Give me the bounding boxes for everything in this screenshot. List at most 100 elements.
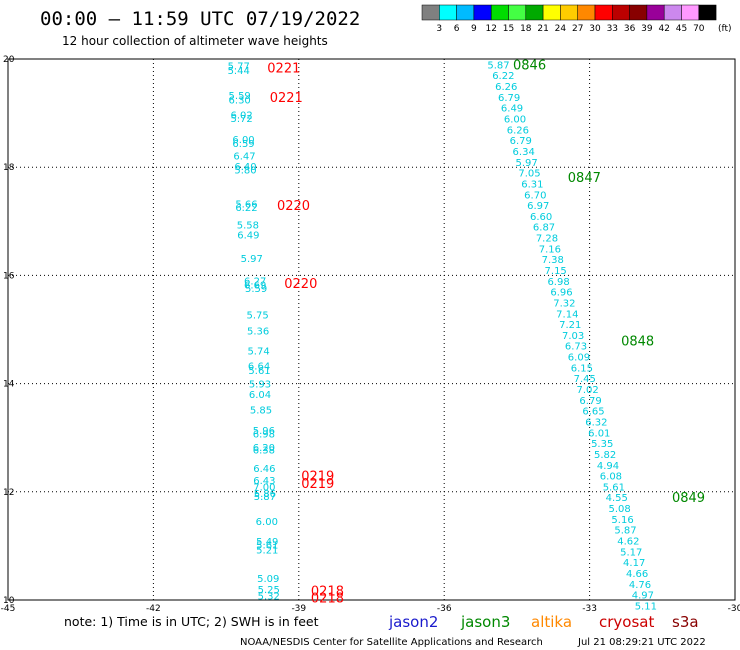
y-tick-label: 18 — [3, 163, 15, 173]
legend-tick-label: 42 — [658, 24, 669, 34]
wave-height-label: 5.97 — [241, 254, 263, 265]
wave-height-label: 6.60 — [530, 212, 552, 223]
wave-height-label: 6.22 — [492, 71, 514, 82]
wave-height-label: 5.25 — [258, 585, 280, 596]
satellite-name: s3a — [672, 613, 699, 631]
legend-unit: (ft) — [718, 24, 732, 34]
wave-height-label: 5.21 — [256, 546, 278, 557]
wave-height-label: 5.61 — [248, 366, 270, 377]
wave-height-label: 6.70 — [524, 190, 546, 201]
wave-height-label: 6.04 — [249, 390, 271, 401]
wave-height-label: 6.59 — [232, 139, 254, 150]
legend-swatch — [490, 4, 509, 21]
wave-height-label: 6.46 — [253, 464, 275, 475]
legend-tick-label: 33 — [607, 24, 618, 34]
axis-tick-labels: -45 -42 -39 -36 -33 -30 10 12 14 16 18 20 — [1, 55, 740, 614]
chart-title: 00:00 – 11:59 UTC 07/19/2022 — [40, 8, 360, 30]
legend-swatch — [439, 4, 457, 21]
legend-tick-label: 15 — [503, 24, 514, 34]
legend-swatch — [698, 4, 717, 21]
legend-tick-label: 9 — [471, 24, 477, 34]
wave-height-label: 5.80 — [234, 165, 256, 176]
chart-subtitle: 12 hour collection of altimeter wave hei… — [62, 34, 328, 48]
timestamp-text: Jul 21 08:29:21 UTC 2022 — [577, 637, 706, 648]
wave-height-label: 6.79 — [579, 396, 601, 407]
y-tick-label: 14 — [3, 380, 15, 390]
y-tick-label: 20 — [3, 55, 15, 65]
wave-height-label: 6.43 — [253, 476, 275, 487]
wave-height-label: 6.97 — [527, 201, 549, 212]
pass-time-label: 0219 — [301, 470, 334, 485]
legend-tick-label: 27 — [572, 24, 583, 34]
legend-swatch — [629, 4, 648, 21]
satellite-name: jason3 — [460, 613, 510, 631]
legend-swatch — [681, 4, 700, 21]
wave-height-label: 6.47 — [233, 151, 255, 162]
wave-height-label: 6.30 — [229, 96, 251, 107]
wave-height-label: 5.49 — [256, 537, 278, 548]
wave-height-label: 6.00 — [504, 115, 526, 126]
wave-height-label: 6.31 — [521, 179, 543, 190]
x-tick-label: -45 — [1, 604, 16, 614]
y-tick-label: 16 — [3, 271, 15, 281]
legend-swatch — [525, 4, 544, 21]
wave-height-label: 7.32 — [553, 298, 575, 309]
wave-height-label: 5.96 — [253, 426, 275, 437]
wave-height-label: 5.09 — [257, 574, 279, 585]
wave-height-label: 5.97 — [515, 158, 537, 169]
wave-height-label: 5.82 — [594, 450, 616, 461]
wave-height-label: 5.11 — [635, 601, 657, 612]
footer-note: note: 1) Time is in UTC; 2) SWH is in fe… — [64, 614, 319, 629]
wave-height-label: 4.76 — [629, 580, 651, 591]
wave-height-label: 6.98 — [547, 277, 569, 288]
wave-height-label: 7.02 — [577, 385, 599, 396]
y-tick-label: 12 — [3, 488, 14, 498]
wave-height-label: 5.66 — [235, 199, 257, 210]
wave-height-label: 6.00 — [256, 517, 278, 528]
wave-height-label: 7.03 — [562, 331, 584, 342]
legend-tick-label: 30 — [589, 24, 601, 34]
legend-tick-label: 36 — [624, 24, 636, 34]
wave-height-label: 4.94 — [597, 461, 619, 472]
wave-height-label: 7.05 — [518, 169, 540, 180]
legend-swatch — [594, 4, 613, 21]
x-tick-label: -42 — [146, 604, 161, 614]
satellite-name: cryosat — [599, 613, 654, 631]
pass-time-label: 0221 — [267, 62, 300, 77]
wave-height-label: 6.34 — [513, 147, 535, 158]
wave-height-label: 7.38 — [542, 255, 564, 266]
color-legend: 3 6 9 12 15 18 21 24 27 30 33 36 39 42 45 70 — [421, 4, 717, 34]
wave-height-label: 6.98 — [253, 429, 275, 440]
wave-height-label: 5.59 — [245, 284, 267, 295]
wave-height-label: 5.59 — [229, 91, 251, 102]
wave-height-label: 6.22 — [235, 203, 257, 214]
wave-height-label: 7.21 — [559, 320, 581, 331]
wave-height-label: 7.45 — [574, 374, 596, 385]
satellite-name: altika — [531, 613, 572, 631]
plot-frame — [7, 58, 736, 601]
wave-height-label: 5.77 — [228, 61, 250, 72]
wave-height-label: 5.08 — [609, 504, 631, 515]
legend-tick-label: 39 — [641, 24, 653, 34]
wave-height-label: 6.02 — [230, 111, 252, 122]
wave-height-label: 5.86 — [254, 489, 276, 500]
legend-swatch — [646, 4, 665, 21]
wave-height-label: 4.17 — [623, 558, 645, 569]
wave-height-label: 7.14 — [556, 309, 578, 320]
wave-height-labels: 5.775.445.596.306.025.726.006.596.476.40… — [228, 60, 657, 612]
x-tick-label: -39 — [291, 604, 306, 614]
wave-height-label: 6.38 — [253, 446, 275, 457]
x-tick-label: -36 — [437, 604, 452, 614]
legend-tick-label: 6 — [454, 24, 460, 34]
wave-height-label: 5.61 — [256, 540, 278, 551]
pass-time-label: 0849 — [672, 491, 705, 506]
wave-height-label: 4.66 — [626, 569, 648, 580]
legend-tick-label: 3 — [436, 24, 442, 34]
legend-swatch — [577, 4, 596, 21]
legend-tick-label: 24 — [555, 24, 567, 34]
legend-swatch — [560, 4, 578, 21]
legend-swatch — [421, 4, 440, 21]
pass-time-label: 0218 — [311, 591, 344, 606]
wave-height-label: 6.87 — [533, 223, 555, 234]
pass-time-label: 0848 — [621, 334, 654, 349]
